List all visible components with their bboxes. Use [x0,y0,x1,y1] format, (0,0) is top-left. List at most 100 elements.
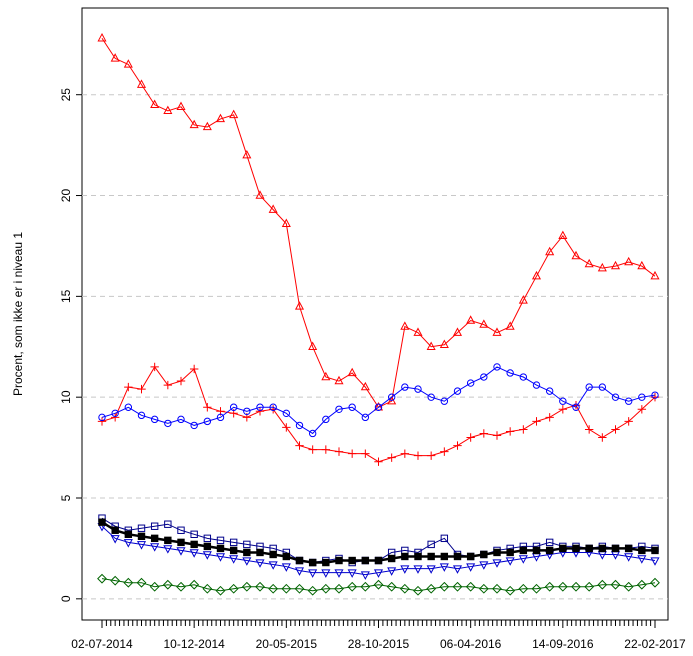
point [374,403,383,411]
point [480,373,488,381]
point [164,536,172,545]
point [545,413,554,422]
x-tick-label: 28-10-2015 [348,637,410,651]
point [321,445,331,454]
point [255,190,265,199]
point [256,548,264,557]
point [611,544,620,553]
point [493,548,501,557]
point [307,585,318,596]
point [400,565,410,574]
series [97,573,660,596]
point [361,449,370,458]
point [136,541,147,550]
point [505,557,515,566]
point [150,522,159,530]
point [164,419,172,428]
point [176,581,186,592]
point [373,579,384,590]
point [387,567,397,576]
x-tick-label: 22-02-2017 [624,637,686,651]
x-tick-label: 10-12-2014 [163,637,225,651]
point [452,581,463,592]
y-tick-label: 20 [59,189,73,203]
point [585,544,593,553]
series-line [101,525,656,576]
point [624,417,633,426]
point [466,379,475,387]
point [176,547,186,556]
point [137,384,146,394]
point [269,550,277,559]
point [348,403,356,411]
point [531,583,542,594]
point [611,425,620,434]
point [650,270,660,280]
point [585,383,593,391]
point [268,204,278,213]
point [624,256,634,266]
point [624,553,634,562]
point [597,262,607,272]
point [413,565,423,574]
point [636,579,647,590]
point [439,563,449,572]
point [492,583,502,594]
point [98,413,106,422]
point [281,218,291,227]
point [637,555,647,564]
point [532,381,541,389]
point [202,121,212,131]
point [360,571,370,580]
point [136,577,147,588]
point [202,583,213,594]
point [110,53,120,62]
point [308,558,317,567]
point [110,535,120,544]
series [97,523,660,580]
point [650,577,660,588]
point [505,585,516,596]
x-tick-label: 06-04-2016 [440,637,502,651]
point [400,321,410,330]
point [203,542,212,551]
point [202,551,212,560]
point [348,556,356,565]
point [387,554,396,563]
point [426,341,436,350]
point [439,581,450,592]
point [439,339,449,348]
point [123,539,133,548]
point [98,518,106,526]
point [480,550,488,559]
point [387,453,396,462]
point [637,260,647,270]
point [347,581,358,592]
point [558,230,568,240]
point [321,371,331,381]
point [190,530,198,538]
point [229,109,239,119]
y-tick-label: 25 [59,88,73,102]
point [571,581,581,592]
point [189,119,199,129]
point [518,295,528,304]
point [268,561,278,570]
point [506,548,514,557]
point [124,403,133,411]
y-tick-label: 0 [59,595,73,602]
point [387,395,397,405]
series-line [101,521,655,564]
point [110,575,121,586]
point [190,421,198,430]
point [452,327,463,336]
point [137,411,146,420]
point [440,397,449,405]
point [637,405,647,414]
point [638,546,646,555]
point [478,583,489,594]
point [189,364,199,374]
point [124,382,133,392]
point [269,403,277,411]
series [97,362,660,466]
